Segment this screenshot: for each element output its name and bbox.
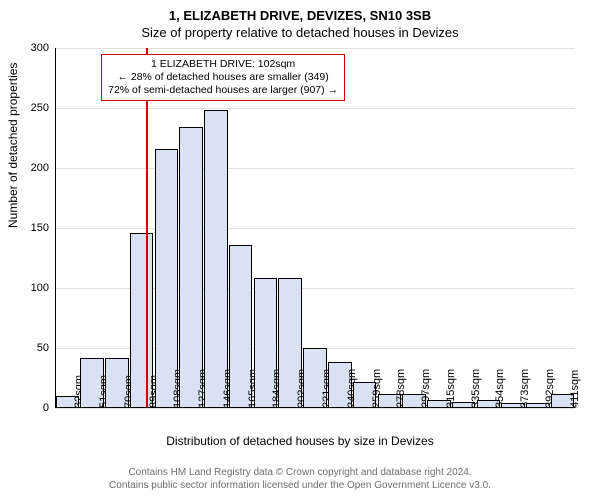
chart-title-subtitle: Size of property relative to detached ho… [0, 25, 600, 40]
y-axis-line [55, 48, 56, 408]
callout-line-2: ← 28% of detached houses are smaller (34… [108, 71, 338, 84]
attribution: Contains HM Land Registry data © Crown c… [0, 466, 600, 492]
histogram-bar [204, 110, 228, 408]
x-tick-label: 411sqm [567, 370, 581, 408]
gridline [55, 408, 575, 409]
y-tick-label: 100 [31, 282, 55, 294]
y-tick-label: 50 [37, 342, 55, 354]
attribution-line-1: Contains HM Land Registry data © Crown c… [0, 466, 600, 479]
property-marker-line [146, 48, 148, 408]
x-axis-label: Distribution of detached houses by size … [0, 434, 600, 448]
gridline [55, 48, 575, 49]
y-tick-label: 300 [31, 42, 55, 54]
y-tick-label: 0 [43, 402, 55, 414]
histogram-bar [179, 127, 203, 408]
gridline [55, 168, 575, 169]
property-callout: 1 ELIZABETH DRIVE: 102sqm← 28% of detach… [101, 54, 345, 101]
y-tick-label: 200 [31, 162, 55, 174]
gridline [55, 108, 575, 109]
y-tick-label: 250 [31, 102, 55, 114]
y-axis-label: Number of detached properties [6, 63, 20, 228]
chart-title-address: 1, ELIZABETH DRIVE, DEVIZES, SN10 3SB [0, 8, 600, 23]
plot-area: 05010015020025030032sqm51sqm70sqm89sqm10… [55, 48, 575, 408]
callout-line-1: 1 ELIZABETH DRIVE: 102sqm [108, 58, 338, 71]
attribution-line-2: Contains public sector information licen… [0, 479, 600, 492]
x-tick-label: 373sqm [517, 369, 531, 408]
y-tick-label: 150 [31, 222, 55, 234]
x-axis-line [55, 407, 575, 408]
callout-line-3: 72% of semi-detached houses are larger (… [108, 84, 338, 97]
chart-container: 1, ELIZABETH DRIVE, DEVIZES, SN10 3SB Si… [0, 0, 600, 500]
gridline [55, 228, 575, 229]
x-tick-label: 354sqm [492, 369, 506, 408]
